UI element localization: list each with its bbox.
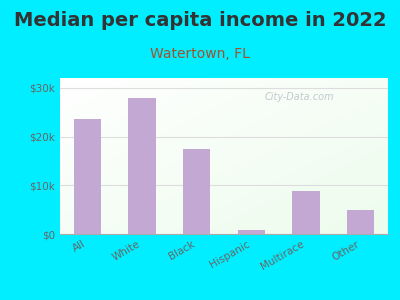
Bar <box>183 149 210 234</box>
Text: Watertown, FL: Watertown, FL <box>150 47 250 61</box>
Bar <box>292 191 320 234</box>
Bar <box>347 210 374 234</box>
Text: City-Data.com: City-Data.com <box>265 92 334 102</box>
Bar <box>128 98 156 234</box>
Bar <box>238 230 265 234</box>
Bar <box>74 119 101 234</box>
Text: Median per capita income in 2022: Median per capita income in 2022 <box>14 11 386 31</box>
